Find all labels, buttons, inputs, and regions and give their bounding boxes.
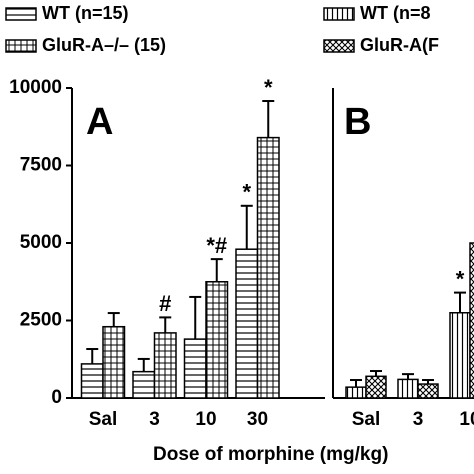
legend-label: GluR-A–/– (15) xyxy=(42,35,166,55)
x-tick-label: 10 xyxy=(195,409,216,430)
legend-label: WT (n=15) xyxy=(42,3,129,23)
panel-label: A xyxy=(86,101,113,143)
bar xyxy=(153,332,177,399)
y-tick-label: 7500 xyxy=(20,155,62,176)
bar xyxy=(183,338,207,399)
legend-swatch xyxy=(323,39,355,53)
panel-label: B xyxy=(344,101,371,143)
x-tick-label: 30 xyxy=(247,409,268,430)
legend-swatch xyxy=(5,7,37,21)
y-tick-label: 2500 xyxy=(20,310,62,331)
legend-label: WT (n=8 xyxy=(360,3,431,23)
bar xyxy=(80,363,104,399)
y-tick-label: 10000 xyxy=(9,77,62,98)
bar xyxy=(417,383,439,399)
bar xyxy=(102,325,126,399)
x-tick-label: Sal xyxy=(352,409,381,430)
bar xyxy=(205,281,229,399)
x-tick-label: 10 xyxy=(459,409,474,430)
bar xyxy=(235,248,259,399)
bar xyxy=(469,242,474,399)
significance-mark: * xyxy=(264,75,273,100)
y-tick-label: 0 xyxy=(51,387,62,408)
legend-swatch xyxy=(5,39,37,53)
significance-mark: # xyxy=(159,291,171,316)
legend-label: GluR-A(F xyxy=(360,35,439,55)
x-tick-label: 3 xyxy=(413,409,424,430)
legend-swatch xyxy=(323,7,355,21)
bar xyxy=(397,378,419,399)
bar xyxy=(449,312,471,399)
bar xyxy=(132,370,156,399)
y-tick-label: 5000 xyxy=(20,232,62,253)
significance-mark: * xyxy=(242,180,251,205)
x-tick-label: 3 xyxy=(149,409,160,430)
bar xyxy=(345,386,367,399)
x-axis-label: Dose of morphine (mg/kg) xyxy=(153,444,388,465)
significance-mark: *# xyxy=(206,233,227,258)
bar xyxy=(256,136,280,399)
bar xyxy=(365,375,387,399)
significance-mark: * xyxy=(456,266,465,291)
x-tick-label: Sal xyxy=(89,409,118,430)
